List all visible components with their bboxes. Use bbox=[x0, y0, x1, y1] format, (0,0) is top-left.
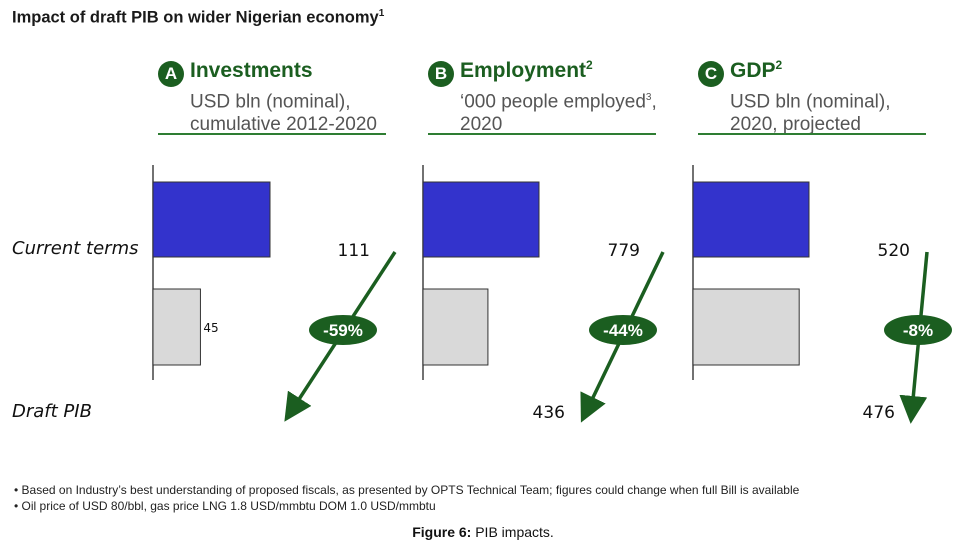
panel-title: GDP2 bbox=[730, 58, 783, 82]
panel-subtitle: USD bln (nominal), cumulative 2012-2020 bbox=[190, 91, 377, 136]
data-label: 436 bbox=[533, 403, 565, 423]
panel-divider bbox=[698, 133, 926, 135]
footnote-1: • Based on Industry’s best understanding… bbox=[14, 483, 800, 497]
bar-draft bbox=[152, 288, 201, 366]
bar-current bbox=[152, 181, 271, 258]
panel-divider bbox=[158, 133, 386, 135]
panel-subtitle: ‘000 people employed3, 2020 bbox=[460, 91, 657, 136]
row-label-draft: Draft PIB bbox=[12, 401, 92, 422]
figure-caption: Figure 6: PIB impacts. bbox=[412, 524, 554, 540]
data-label: 476 bbox=[863, 403, 895, 423]
change-label: -8% bbox=[903, 321, 933, 340]
panel-badge: A bbox=[158, 61, 184, 87]
change-badge bbox=[589, 315, 657, 345]
data-label: 779 bbox=[608, 241, 640, 261]
panel-title: Investments bbox=[190, 59, 313, 82]
footnote-2: • Oil price of USD 80/bbl, gas price LNG… bbox=[14, 499, 436, 513]
page-title: Impact of draft PIB on wider Nigerian ec… bbox=[12, 8, 385, 27]
change-badge bbox=[309, 315, 377, 345]
panel-subtitle: USD bln (nominal), 2020, projected bbox=[730, 91, 891, 136]
bar-current bbox=[422, 181, 540, 258]
panel-title: Employment2 bbox=[460, 58, 593, 82]
panel-badge: C bbox=[698, 61, 724, 87]
panel-divider bbox=[428, 133, 656, 135]
change-badge bbox=[884, 315, 952, 345]
row-label-current: Current terms bbox=[12, 238, 139, 259]
change-label: -59% bbox=[323, 321, 363, 340]
bar-draft bbox=[692, 288, 800, 366]
change-label: -44% bbox=[603, 321, 643, 340]
data-label: 111 bbox=[338, 241, 370, 261]
data-label: 520 bbox=[878, 241, 910, 261]
bar-draft bbox=[422, 288, 489, 366]
bar-current bbox=[692, 181, 810, 258]
data-label: 45 bbox=[203, 321, 218, 335]
panel-badge: B bbox=[428, 61, 454, 87]
